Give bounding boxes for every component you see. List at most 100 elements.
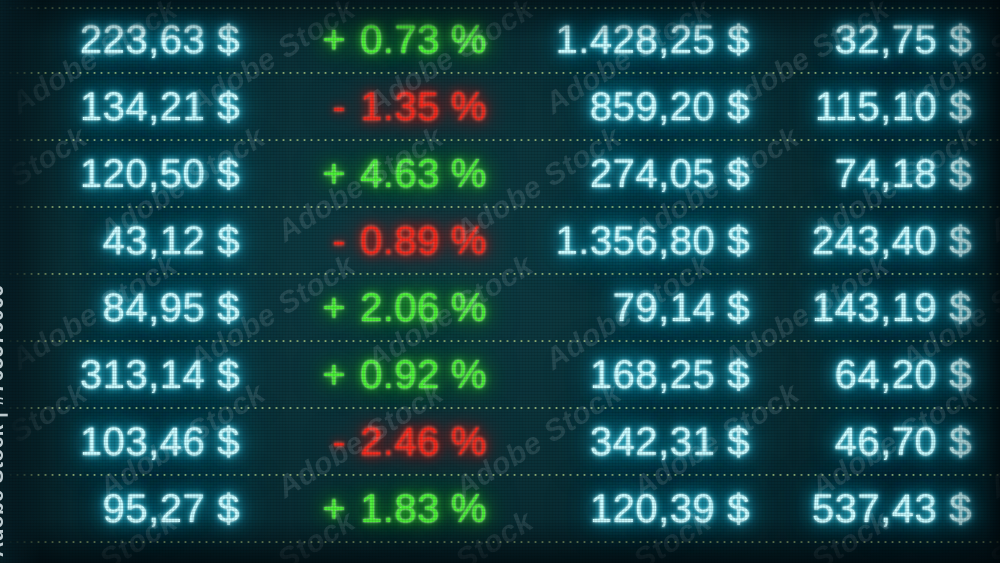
currency-symbol: $	[217, 286, 240, 330]
change-sign: +	[322, 18, 347, 62]
change-sign: +	[322, 353, 347, 397]
change-value: 0.89	[360, 219, 440, 263]
currency-symbol: $	[949, 487, 972, 531]
row-separator	[0, 7, 1000, 9]
currency-symbol: $	[217, 487, 240, 531]
cell-price: 43,12 $	[22, 219, 240, 264]
row-separator	[0, 541, 1000, 543]
price-value: 95,27	[102, 487, 206, 531]
change-value: 0.73	[360, 18, 440, 62]
currency-symbol: $	[727, 85, 750, 129]
currency-symbol: $	[217, 152, 240, 196]
cell-secondary-price: 46,70 $	[770, 420, 972, 465]
change-sign: +	[322, 487, 347, 531]
cell-volume-price: 859,20 $	[522, 85, 750, 130]
currency-symbol: $	[727, 18, 750, 62]
cell-secondary-price: 74,18 $	[770, 152, 972, 197]
secondary-price-value: 115,10	[814, 85, 938, 129]
percent-symbol: %	[450, 286, 487, 330]
price-value: 313,14	[79, 353, 206, 397]
currency-symbol: $	[949, 219, 972, 263]
cell-price: 95,27 $	[22, 487, 240, 532]
change-sign: +	[322, 152, 347, 196]
cell-volume-price: 1.428,25 $	[522, 18, 750, 63]
volume-price-value: 79,14	[612, 286, 716, 330]
change-sign: -	[332, 219, 347, 263]
secondary-price-value: 74,18	[834, 152, 938, 196]
cell-volume-price: 1.356,80 $	[522, 219, 750, 264]
watermark-side-label: Adobe Stock | #765579066	[0, 284, 8, 557]
change-value: 4.63	[360, 152, 440, 196]
change-value: 1.83	[360, 487, 440, 531]
ticker-row[interactable]: 43,12 $ -0.89% 1.356,80 $243,40 $	[0, 208, 1000, 275]
volume-price-value: 1.428,25	[555, 18, 716, 62]
currency-symbol: $	[217, 85, 240, 129]
cell-secondary-price: 64,20 $	[770, 353, 972, 398]
cell-secondary-price: 537,43 $	[770, 487, 972, 532]
change-sign: -	[332, 85, 347, 129]
cell-volume-price: 274,05 $	[522, 152, 750, 197]
ticker-row[interactable]: 120,50 $ +4.63% 274,05 $74,18 $	[0, 141, 1000, 208]
ticker-row[interactable]: 134,21 $ -1.35% 859,20 $115,10 $	[0, 74, 1000, 141]
cell-volume-price: 342,31 $	[522, 420, 750, 465]
cell-volume-price: 120,39 $	[522, 487, 750, 532]
secondary-price-value: 537,43	[811, 487, 938, 531]
currency-symbol: $	[949, 353, 972, 397]
price-value: 84,95	[102, 286, 206, 330]
volume-price-value: 168,25	[589, 353, 716, 397]
ticker-row[interactable]: 95,27 $ +1.83% 120,39 $537,43 $	[0, 476, 1000, 543]
ticker-row[interactable]: 313,14 $ +0.92% 168,25 $64,20 $	[0, 342, 1000, 409]
secondary-price-value: 32,75	[834, 18, 938, 62]
percent-symbol: %	[450, 18, 487, 62]
secondary-price-value: 46,70	[834, 420, 938, 464]
cell-change-percent: +4.63%	[275, 152, 487, 197]
cell-price: 120,50 $	[22, 152, 240, 197]
cell-volume-price: 79,14 $	[522, 286, 750, 331]
secondary-price-value: 243,40	[811, 219, 938, 263]
percent-symbol: %	[450, 353, 487, 397]
cell-volume-price: 168,25 $	[522, 353, 750, 398]
cell-price: 313,14 $	[22, 353, 240, 398]
currency-symbol: $	[949, 18, 972, 62]
change-value: 2.06	[360, 286, 440, 330]
percent-symbol: %	[450, 152, 487, 196]
volume-price-value: 1.356,80	[555, 219, 716, 263]
currency-symbol: $	[727, 353, 750, 397]
price-value: 120,50	[79, 152, 206, 196]
ticker-row[interactable]: 103,46 $ -2.46% 342,31 $46,70 $	[0, 409, 1000, 476]
percent-symbol: %	[450, 420, 487, 464]
change-value: 2.46	[360, 420, 440, 464]
currency-symbol: $	[727, 487, 750, 531]
change-sign: +	[322, 286, 347, 330]
cell-price: 223,63 $	[22, 18, 240, 63]
currency-symbol: $	[949, 85, 972, 129]
cell-change-percent: +1.83%	[275, 487, 487, 532]
cell-secondary-price: 143,19 $	[770, 286, 972, 331]
currency-symbol: $	[727, 286, 750, 330]
cell-change-percent: -1.35%	[275, 85, 487, 130]
cell-secondary-price: 243,40 $	[770, 219, 972, 264]
currency-symbol: $	[217, 18, 240, 62]
currency-symbol: $	[949, 286, 972, 330]
currency-symbol: $	[217, 420, 240, 464]
currency-symbol: $	[217, 353, 240, 397]
change-value: 1.35	[360, 85, 440, 129]
price-value: 103,46	[79, 420, 206, 464]
percent-symbol: %	[450, 219, 487, 263]
cell-change-percent: +0.73%	[275, 18, 487, 63]
secondary-price-value: 143,19	[811, 286, 938, 330]
cell-change-percent: +0.92%	[275, 353, 487, 398]
cell-change-percent: -0.89%	[275, 219, 487, 264]
ticker-row[interactable]: 223,63 $ +0.73% 1.428,25 $32,75 $	[0, 7, 1000, 74]
percent-symbol: %	[450, 487, 487, 531]
price-value: 223,63	[79, 18, 206, 62]
cell-change-percent: -2.46%	[275, 420, 487, 465]
currency-symbol: $	[217, 219, 240, 263]
ticker-row[interactable]: 84,95 $ +2.06% 79,14 $143,19 $	[0, 275, 1000, 342]
currency-symbol: $	[949, 152, 972, 196]
currency-symbol: $	[949, 420, 972, 464]
volume-price-value: 120,39	[589, 487, 716, 531]
cell-secondary-price: 32,75 $	[770, 18, 972, 63]
